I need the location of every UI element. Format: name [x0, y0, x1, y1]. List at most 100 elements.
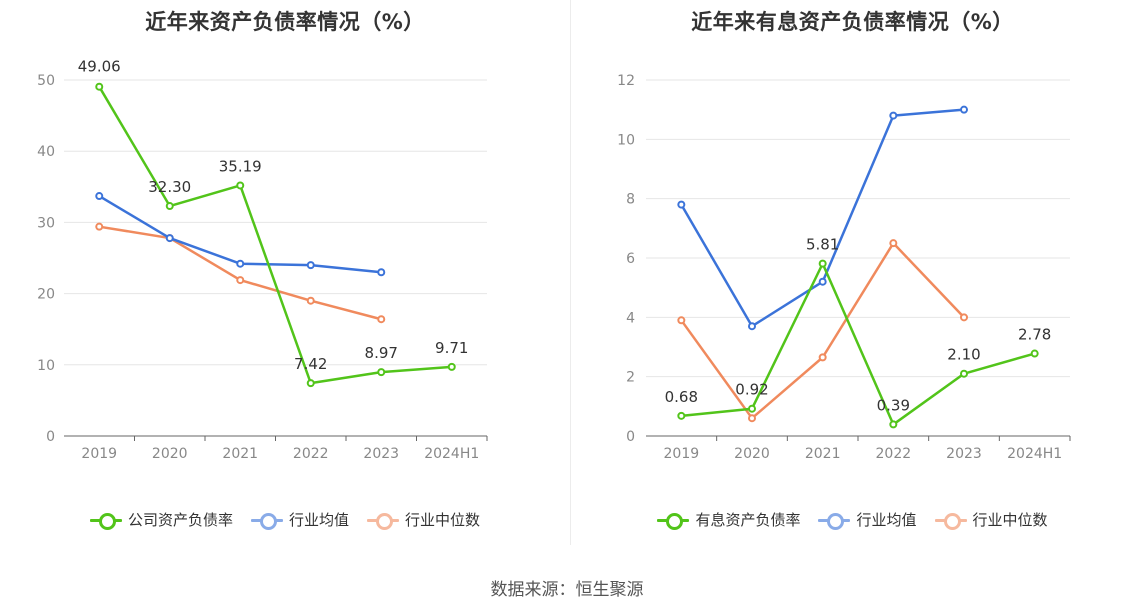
legend-item[interactable]: 公司资产负债率	[89, 509, 233, 530]
chart-legend: 有息资产负债率 行业均值 行业中位数	[571, 509, 1134, 530]
data-label: 0.68	[665, 388, 698, 406]
data-point[interactable]	[377, 315, 386, 324]
data-label: 9.71	[435, 339, 468, 357]
x-tick-label: 2024H1	[424, 446, 479, 462]
data-point[interactable]	[306, 379, 315, 388]
chart-title: 近年来资产负债率情况（%）	[145, 10, 425, 34]
legend-item[interactable]: 行业中位数	[934, 509, 1048, 530]
data-point[interactable]	[95, 82, 104, 91]
legend-label: 行业中位数	[972, 511, 1048, 529]
y-tick-label: 4	[626, 310, 635, 326]
data-point[interactable]	[889, 111, 898, 120]
y-tick-label: 50	[37, 73, 55, 89]
series-line	[98, 86, 452, 385]
legend-label: 有息资产负债率	[695, 511, 801, 529]
y-tick-label: 20	[37, 287, 55, 303]
data-point[interactable]	[748, 404, 756, 413]
y-tick-label: 2	[626, 370, 635, 386]
data-point[interactable]	[677, 316, 686, 325]
data-label: 5.81	[806, 236, 839, 254]
data-point[interactable]	[377, 268, 386, 277]
data-label: 8.97	[365, 344, 398, 362]
data-point[interactable]	[236, 181, 245, 190]
data-point[interactable]	[818, 259, 827, 268]
x-tick-label: 2024H1	[1007, 446, 1062, 462]
data-point[interactable]	[447, 362, 456, 371]
legend-label: 行业均值	[288, 511, 349, 529]
data-point[interactable]	[818, 277, 827, 286]
data-point[interactable]	[236, 276, 245, 285]
data-point[interactable]	[306, 261, 315, 270]
legend-marker-icon	[250, 512, 283, 530]
data-label: 2.10	[947, 346, 980, 364]
x-tick-label: 2020	[152, 446, 188, 462]
data-label: 2.78	[1018, 326, 1051, 344]
x-tick-label: 2019	[664, 446, 700, 462]
data-label: 0.92	[735, 381, 768, 399]
chart-legend: 公司资产负债率 行业均值 行业中位数	[0, 509, 570, 530]
data-point[interactable]	[95, 192, 104, 201]
legend-label: 行业中位数	[405, 511, 481, 529]
data-point[interactable]	[677, 200, 686, 209]
x-tick-label: 2020	[734, 446, 770, 462]
data-label: 49.06	[78, 58, 121, 76]
data-point[interactable]	[889, 239, 898, 248]
data-source-note: 数据来源：恒生聚源	[490, 580, 644, 600]
legend-item[interactable]: 行业均值	[818, 509, 917, 530]
data-point[interactable]	[236, 259, 245, 268]
data-label: 32.30	[148, 178, 191, 196]
x-tick-label: 2023	[946, 446, 982, 462]
y-tick-label: 40	[37, 144, 55, 160]
series-line	[99, 225, 382, 321]
data-point[interactable]	[1030, 349, 1039, 358]
data-point[interactable]	[165, 234, 174, 243]
data-label: 0.39	[877, 396, 910, 414]
data-point[interactable]	[960, 313, 968, 322]
legend-item[interactable]: 有息资产负债率	[657, 509, 800, 530]
series-line	[681, 262, 1036, 426]
legend-marker-icon	[818, 512, 851, 530]
data-point[interactable]	[95, 222, 104, 231]
data-point[interactable]	[960, 369, 968, 378]
chart-title: 近年来有息资产负债率情况（%）	[691, 10, 1014, 34]
data-point[interactable]	[748, 414, 756, 423]
data-point[interactable]	[818, 353, 827, 362]
legend-item[interactable]: 行业中位数	[367, 509, 480, 530]
data-point[interactable]	[165, 202, 174, 211]
x-tick-label: 2021	[222, 446, 258, 462]
debt-ratio-plot: 0 10 20 30 40 50 2019 2020 2021 2022 2023 2024H1 49.…	[37, 58, 488, 462]
legend-label: 行业均值	[856, 511, 917, 529]
debt-ratio-panel: 近年来资产负债率情况（%） 0 10 20 30 40 50 2019 2020 2021 202…	[0, 0, 570, 560]
x-tick-label: 2023	[363, 446, 399, 462]
data-label: 35.19	[219, 157, 262, 175]
series-line	[680, 241, 965, 420]
y-tick-label: 10	[37, 358, 55, 374]
interest-debt-ratio-panel: 近年来有息资产负债率情况（%） 0 2 4 6 8 10 12 2019 2020 2021 202…	[571, 0, 1134, 560]
x-tick-label: 2022	[876, 446, 912, 462]
data-point[interactable]	[748, 322, 756, 331]
y-tick-label: 12	[617, 73, 635, 89]
legend-marker-icon	[657, 512, 690, 530]
y-tick-label: 6	[626, 251, 635, 267]
y-tick-label: 0	[46, 429, 55, 445]
data-point[interactable]	[960, 105, 968, 114]
legend-marker-icon	[367, 512, 399, 530]
x-tick-label: 2021	[805, 446, 841, 462]
y-tick-label: 10	[617, 132, 635, 148]
legend-label: 公司资产负债率	[127, 511, 233, 529]
legend-item[interactable]: 行业均值	[250, 509, 349, 530]
x-tick-label: 2019	[81, 446, 117, 462]
y-tick-label: 8	[626, 192, 635, 208]
interest-debt-ratio-plot: 0 2 4 6 8 10 12 2019 2020 2021 2022 2023 2024H1 0.68 0…	[617, 73, 1071, 462]
data-point[interactable]	[306, 296, 315, 305]
panel-divider	[570, 0, 571, 545]
legend-marker-icon	[89, 512, 122, 530]
y-tick-label: 0	[626, 429, 635, 445]
data-point[interactable]	[889, 420, 898, 429]
x-tick-label: 2022	[293, 446, 329, 462]
series-line	[680, 108, 965, 328]
data-point[interactable]	[677, 411, 686, 420]
y-tick-label: 30	[37, 215, 55, 231]
legend-marker-icon	[934, 512, 967, 530]
data-point[interactable]	[377, 368, 386, 377]
